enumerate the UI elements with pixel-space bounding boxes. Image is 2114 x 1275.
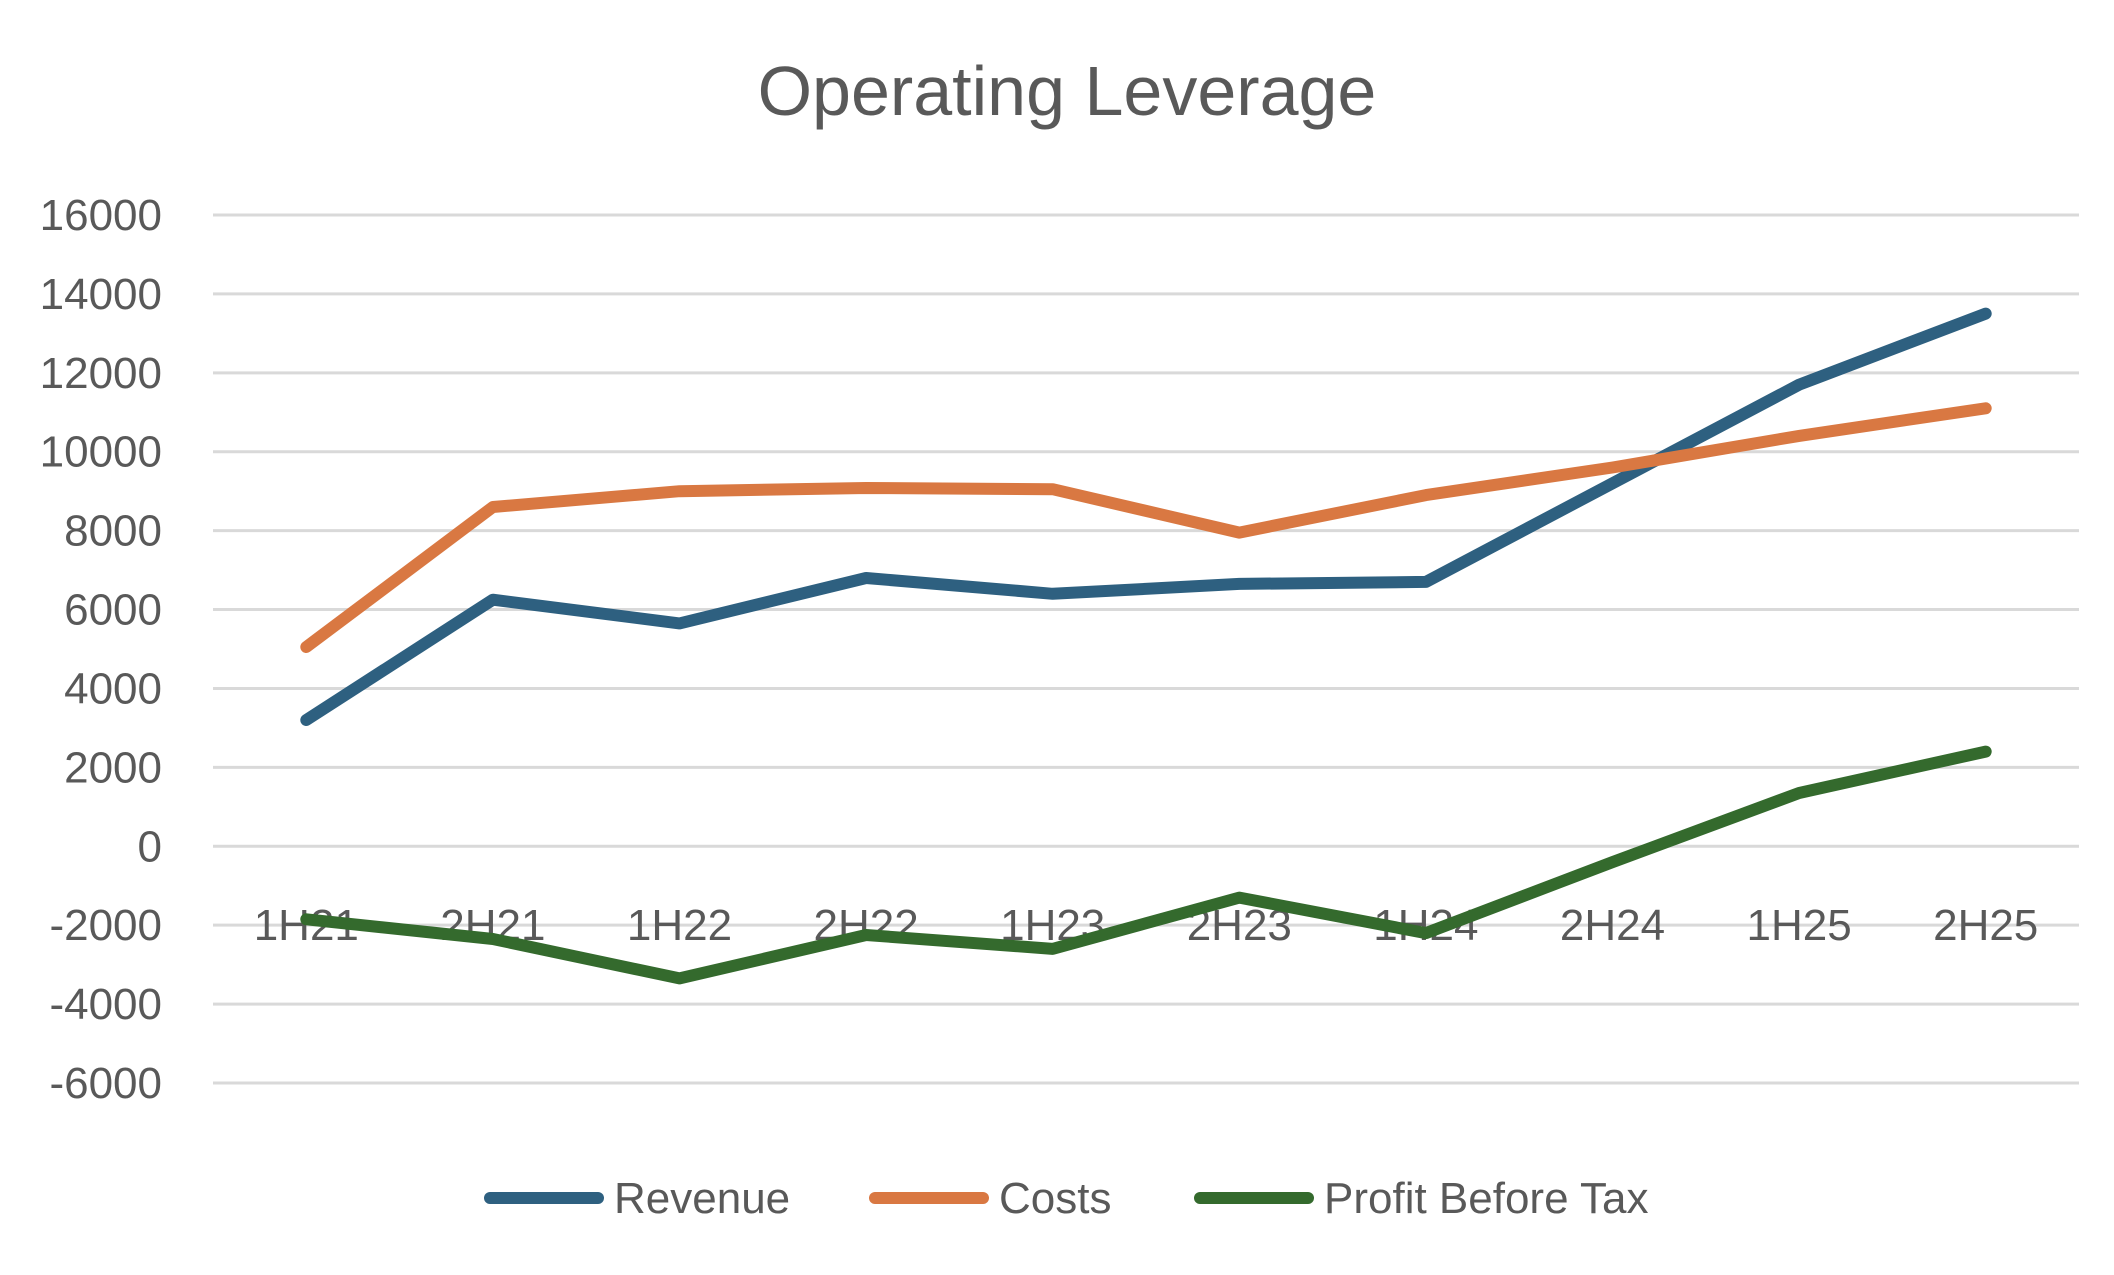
y-tick-label: 0 [138,822,162,871]
x-tick-label: 2H25 [1933,901,2038,950]
series-line-profit-before-tax [306,752,1985,979]
y-tick-label: -4000 [49,980,162,1029]
x-tick-label: 1H25 [1747,901,1852,950]
y-tick-label: 4000 [64,664,162,713]
legend-label-costs: Costs [999,1174,1111,1223]
y-tick-label: 10000 [40,428,162,477]
x-tick-label: 1H22 [627,901,732,950]
chart-title: Operating Leverage [758,52,1377,130]
y-tick-label: 14000 [40,270,162,319]
legend: Revenue Costs Profit Before Tax [490,1174,1648,1223]
y-tick-label: -6000 [49,1059,162,1108]
y-axis-tick-labels: 16000 14000 12000 10000 8000 6000 4000 2000 0 -20… [40,191,162,1108]
legend-label-revenue: Revenue [614,1174,790,1223]
y-tick-label: 12000 [40,349,162,398]
x-tick-label: 2H24 [1560,901,1665,950]
y-tick-label: 6000 [64,586,162,635]
y-tick-label: 2000 [64,743,162,792]
y-tick-label: -2000 [49,901,162,950]
gridlines [213,215,2079,1083]
y-tick-label: 16000 [40,191,162,240]
legend-label-profit-before-tax: Profit Before Tax [1324,1174,1648,1223]
series-lines [306,314,1986,979]
y-tick-label: 8000 [64,507,162,556]
